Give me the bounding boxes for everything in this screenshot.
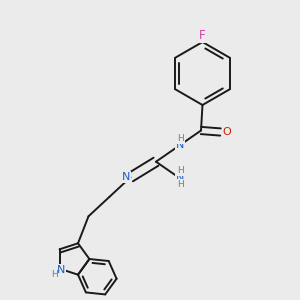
Text: H: H [177, 180, 183, 189]
Text: H: H [177, 134, 183, 143]
Text: H: H [177, 166, 183, 175]
Text: N: N [176, 173, 184, 183]
Text: F: F [199, 29, 206, 42]
Text: N: N [122, 172, 130, 182]
Text: N: N [176, 140, 184, 150]
Text: N: N [57, 265, 65, 275]
Text: H: H [51, 270, 58, 279]
Text: O: O [223, 127, 232, 137]
